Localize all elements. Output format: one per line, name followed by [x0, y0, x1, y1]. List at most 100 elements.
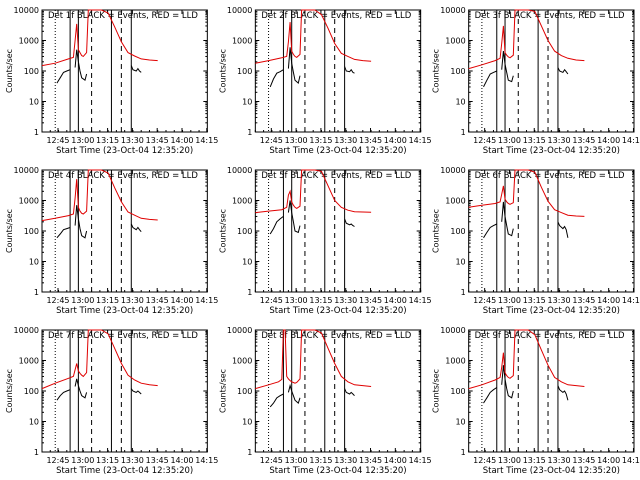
x-tick-label: 14:00 — [170, 456, 193, 465]
detector-panel-6: Det 6f BLACK = Events, RED = LLD 1 10 100 10… — [432, 166, 640, 316]
x-tick-label: 13:15 — [96, 456, 119, 465]
events-series-line — [130, 65, 142, 73]
x-tick-label: 13:45 — [572, 136, 595, 145]
y-axis-label: Counts/sec — [432, 49, 441, 93]
x-tick-label: 14:15 — [622, 136, 640, 145]
y-axis-label: Counts/sec — [218, 369, 227, 413]
events-series-line — [74, 205, 88, 239]
x-tick-label: 14:15 — [622, 296, 640, 305]
lld-series-line — [255, 329, 372, 390]
y-tick-label: 10 — [455, 258, 465, 267]
y-tick-label: 10000 — [227, 166, 252, 175]
y-tick-label: 10 — [242, 258, 252, 267]
events-series-line — [74, 378, 88, 399]
x-tick-label: 14:00 — [170, 296, 193, 305]
detector-panel-5: Det 5f BLACK = Events, RED = LLD 1 10 100 10… — [218, 166, 431, 316]
y-tick-label: 1 — [247, 288, 252, 297]
plot-frame — [41, 169, 208, 293]
y-tick-label: 10 — [242, 98, 252, 107]
x-axis-label: Start Time (23-Oct-04 12:35:20) — [269, 306, 406, 316]
plot-frame — [254, 169, 422, 293]
y-tick-label: 100 — [24, 67, 39, 76]
y-tick-label: 1000 — [19, 197, 39, 206]
y-tick-label: 10000 — [440, 326, 465, 335]
events-series-line — [130, 388, 142, 395]
x-tick-label: 14:00 — [597, 296, 620, 305]
events-series-line — [557, 67, 569, 75]
y-tick-label: 1 — [247, 128, 252, 137]
x-tick-label: 14:00 — [170, 136, 193, 145]
events-series-line — [483, 223, 498, 239]
y-tick-label: 1000 — [445, 357, 465, 366]
events-series-line — [56, 69, 71, 84]
lld-series-line — [468, 169, 585, 217]
y-tick-label: 100 — [450, 227, 465, 236]
panel-title: Det 9f BLACK = Events, RED = LLD — [475, 331, 625, 341]
x-tick-label: 12:45 — [260, 296, 283, 305]
x-tick-label: 14:15 — [409, 456, 432, 465]
x-tick-label: 13:45 — [359, 456, 382, 465]
x-tick-label: 13:30 — [334, 296, 357, 305]
x-tick-label: 13:00 — [285, 296, 308, 305]
detector-panel-4: Det 4f BLACK = Events, RED = LLD 1 10 100 10… — [5, 166, 218, 316]
detector-panel-2: Det 2f BLACK = Events, RED = LLD 1 10 100 10… — [218, 6, 431, 156]
y-tick-label: 1000 — [19, 357, 39, 366]
events-series-line — [287, 200, 301, 234]
lld-series-line — [468, 9, 585, 70]
panel-title: Det 2f BLACK = Events, RED = LLD — [261, 11, 411, 21]
x-tick-label: 13:30 — [334, 456, 357, 465]
y-tick-label: 1 — [461, 448, 466, 457]
x-tick-label: 12:45 — [46, 296, 69, 305]
x-tick-label: 14:15 — [409, 136, 432, 145]
x-tick-label: 13:30 — [121, 456, 144, 465]
y-tick-label: 100 — [237, 67, 252, 76]
events-series-line — [483, 70, 497, 88]
detector-panel-9: Det 9f BLACK = Events, RED = LLD 1 10 100 10… — [432, 326, 640, 476]
y-axis-label: Counts/sec — [432, 369, 441, 413]
x-tick-label: 13:00 — [498, 456, 521, 465]
events-series-line — [557, 385, 569, 401]
events-series-line — [269, 69, 284, 88]
y-tick-label: 1000 — [445, 197, 465, 206]
x-tick-label: 13:45 — [572, 456, 595, 465]
x-tick-label: 13:30 — [121, 296, 144, 305]
events-series-line — [269, 393, 284, 408]
x-tick-label: 12:45 — [260, 136, 283, 145]
x-tick-label: 13:45 — [146, 456, 169, 465]
x-tick-label: 14:00 — [597, 136, 620, 145]
y-tick-label: 1 — [34, 288, 39, 297]
x-tick-label: 13:00 — [71, 456, 94, 465]
x-axis-label: Start Time (23-Oct-04 12:35:20) — [56, 306, 193, 316]
y-tick-label: 10000 — [14, 6, 39, 15]
y-axis-label: Counts/sec — [218, 209, 227, 253]
y-tick-label: 1 — [461, 128, 466, 137]
x-tick-label: 13:15 — [309, 296, 332, 305]
events-series-line — [287, 383, 301, 404]
x-axis-label: Start Time (23-Oct-04 12:35:20) — [56, 146, 193, 156]
y-tick-label: 100 — [24, 387, 39, 396]
events-series-line — [287, 47, 301, 85]
events-series-line — [344, 388, 355, 397]
y-axis-label: Counts/sec — [218, 49, 227, 93]
x-tick-label: 14:15 — [195, 456, 218, 465]
x-tick-label: 12:45 — [473, 296, 496, 305]
x-tick-label: 13:30 — [548, 296, 571, 305]
plot-frame — [254, 9, 422, 133]
x-tick-label: 13:00 — [498, 136, 521, 145]
y-tick-label: 1000 — [232, 197, 252, 206]
lld-series-line — [41, 329, 158, 390]
x-tick-label: 14:15 — [195, 296, 218, 305]
x-tick-label: 14:00 — [384, 456, 407, 465]
x-tick-label: 12:45 — [46, 136, 69, 145]
events-series-line — [130, 223, 142, 233]
y-tick-label: 10000 — [14, 166, 39, 175]
x-tick-label: 14:15 — [409, 296, 432, 305]
events-series-line — [56, 227, 71, 239]
detector-panel-7: Det 7f BLACK = Events, RED = LLD 1 10 100 10… — [5, 326, 218, 476]
y-tick-label: 1000 — [232, 37, 252, 46]
x-tick-label: 13:15 — [96, 136, 119, 145]
x-axis-label: Start Time (23-Oct-04 12:35:20) — [269, 466, 406, 476]
lld-series-line — [468, 329, 585, 390]
panel-title: Det 3f BLACK = Events, RED = LLD — [475, 11, 625, 21]
